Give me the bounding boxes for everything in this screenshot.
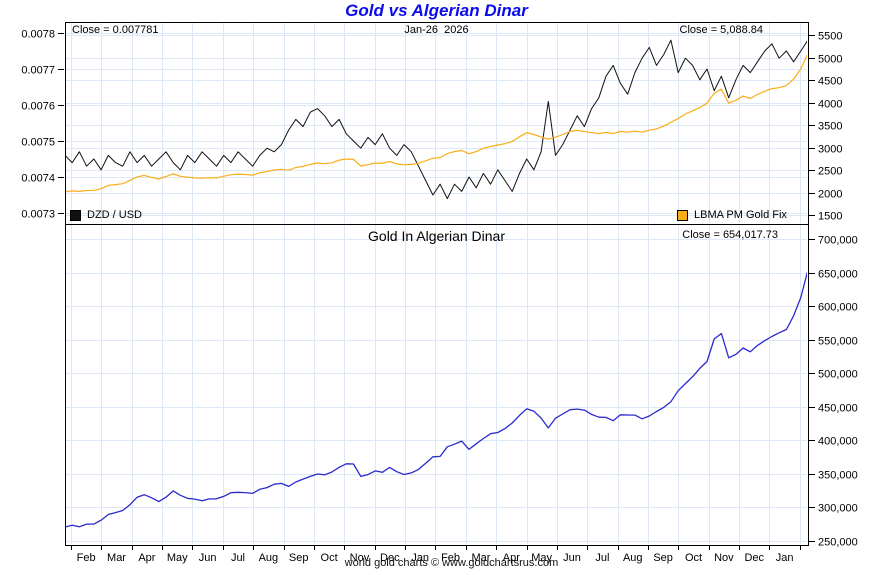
series-line-lbma-pm-gold-fix [66,54,807,193]
bottom-panel-title: Gold In Algerian Dinar [368,228,505,244]
month-tick-label: Feb [441,552,460,564]
right-tick-label: 2000 [818,189,842,201]
month-tick-label: Apr [138,552,155,564]
month-tick-label: Jun [199,552,217,564]
month-tick-label: Nov [714,552,734,564]
chart-date-label: Jan-26 2026 [404,24,469,36]
dzd-usd-swatch-icon [70,209,81,221]
right-tick-label: 600,000 [818,302,858,314]
month-tick-label: Jul [595,552,609,564]
right-tick-label: 700,000 [818,235,858,247]
month-tick-label: May [531,552,552,564]
month-tick-label: Jun [563,552,581,564]
month-tick-label: Jan [776,552,794,564]
left-tick-label: 0.0074 [21,173,55,185]
dzd-gold-close-label: Close = 654,017.73 [682,229,778,241]
right-tick-label: 5000 [818,54,842,66]
month-tick-label: Mar [471,552,490,564]
right-tick-label: 4500 [818,76,842,88]
month-tick-label: Nov [350,552,370,564]
right-tick-label: 350,000 [818,470,858,482]
fx-vs-gold-right-axis: 5500 5000 4500 4000 3500 3000 2500 2000 1500 [809,31,842,223]
chart-title: Gold vs Algerian Dinar [345,1,528,20]
right-tick-label: 300,000 [818,503,858,515]
right-tick-label: 3000 [818,144,842,156]
left-tick-label: 0.0073 [21,209,55,221]
chart-footer: world gold charts © www.goldchartsrus.co… [344,557,559,569]
right-tick-label: 2500 [818,166,842,178]
right-tick-label: 250,000 [818,537,858,549]
left-tick-label: 0.0075 [21,137,55,149]
month-tick-label: Dec [744,552,764,564]
legend-lbma-gold-fix: LBMA PM Gold Fix [677,209,787,221]
gold-in-dzd-right-axis: 700,000 650,000 600,000 550,000 500,000 450,0… [809,235,858,549]
right-tick-label: 5500 [818,31,842,43]
legend-dzd-usd: DZD / USD [70,209,142,221]
series-line-dzd-usd [66,39,807,200]
month-tick-label: Apr [503,552,520,564]
panel-fx-vs-gold: 0.0078 0.0077 0.0076 0.0075 0.0074 0.0073 5500… [21,22,842,225]
month-tick-label: Aug [623,552,643,564]
month-tick-label: Jul [231,552,245,564]
right-tick-label: 4000 [818,99,842,111]
month-tick-label: Jan [411,552,429,564]
right-tick-label: 400,000 [818,436,858,448]
lbma-gold-swatch-icon [677,209,688,221]
month-tick-label: Sep [289,552,309,564]
series-line-gold-in-algerian-dinar [66,271,807,528]
month-tick-label: Feb [77,552,96,564]
month-tick-label: Oct [321,552,338,564]
month-tick-label: Aug [259,552,279,564]
month-tick-label: Mar [107,552,126,564]
right-tick-label: 650,000 [818,269,858,281]
month-tick-label: Dec [380,552,400,564]
month-tick-label: Oct [685,552,702,564]
gold-close-label: Close = 5,088.84 [679,24,763,36]
month-tick-label: May [167,552,188,564]
lbma-legend-label: LBMA PM Gold Fix [694,209,787,221]
right-tick-label: 550,000 [818,336,858,348]
dzd-usd-legend-label: DZD / USD [87,209,142,221]
panel-gold-in-dzd: 700,000 650,000 600,000 550,000 500,000 450,0… [65,224,858,564]
left-tick-label: 0.0078 [21,29,55,41]
month-axis: Feb Mar Apr May Jun Jul Aug Sep Oct Nov Dec Jan Feb M… [71,546,801,564]
fx-close-label: Close = 0.007781 [72,24,159,36]
fx-vs-gold-left-axis: 0.0078 0.0077 0.0076 0.0075 0.0074 0.0073 [21,29,64,221]
right-tick-label: 1500 [818,211,842,223]
right-tick-label: 3500 [818,121,842,133]
left-tick-label: 0.0077 [21,65,55,77]
right-tick-label: 450,000 [818,403,858,415]
left-tick-label: 0.0076 [21,101,55,113]
month-tick-label: Sep [653,552,673,564]
right-tick-label: 500,000 [818,369,858,381]
